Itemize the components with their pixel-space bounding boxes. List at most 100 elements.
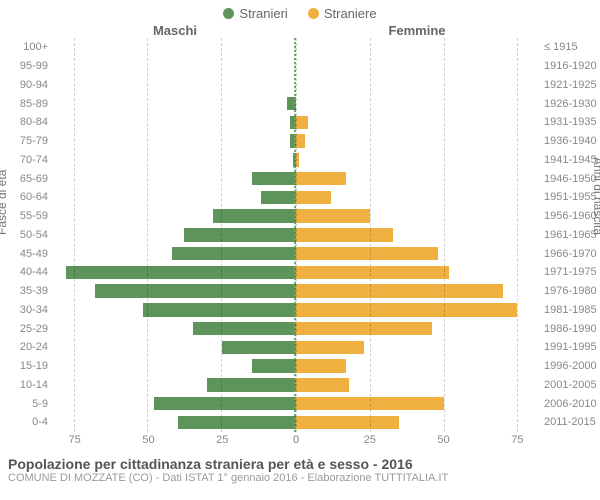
- bar-row: [296, 301, 538, 320]
- bar-row: [296, 57, 538, 76]
- x-tick: 75: [511, 434, 523, 446]
- bar-row: [296, 376, 538, 395]
- male-bar: [172, 247, 296, 261]
- male-bars: [54, 38, 296, 432]
- gridline: [74, 38, 75, 432]
- legend-swatch: [308, 8, 319, 19]
- y-left-tick: 5-9: [0, 394, 48, 413]
- female-bar: [296, 266, 449, 280]
- bar-row: [54, 169, 296, 188]
- y-left-tick: 80-84: [0, 113, 48, 132]
- bar-row: [54, 188, 296, 207]
- bar-row: [54, 282, 296, 301]
- y-left-tick: 25-29: [0, 319, 48, 338]
- female-bar: [296, 378, 349, 392]
- chart-subtitle: COMUNE DI MOZZATE (CO) - Dati ISTAT 1° g…: [8, 472, 592, 484]
- bar-row: [54, 394, 296, 413]
- female-bar: [296, 191, 331, 205]
- bar-row: [54, 301, 296, 320]
- gridline: [517, 38, 518, 432]
- y-right-tick: 1926-1930: [544, 94, 600, 113]
- legend-label: Straniere: [324, 6, 377, 21]
- bar-row: [296, 38, 538, 57]
- gridline: [147, 38, 148, 432]
- male-bar: [193, 322, 296, 336]
- gridline: [370, 38, 371, 432]
- bar-row: [296, 188, 538, 207]
- y-right-tick: 1966-1970: [544, 244, 600, 263]
- y-right-tick: 1916-1920: [544, 57, 600, 76]
- female-bar: [296, 341, 364, 355]
- x-tick: 0: [293, 434, 299, 446]
- bar-row: [54, 376, 296, 395]
- bar-row: [296, 413, 538, 432]
- plot-area: Fasce di età 100+95-9990-9485-8980-8475-…: [0, 38, 600, 432]
- y-right-tick: 2011-2015: [544, 413, 600, 432]
- bar-row: [54, 338, 296, 357]
- y-right-tick: 1981-1985: [544, 301, 600, 320]
- bar-row: [54, 76, 296, 95]
- bar-row: [54, 263, 296, 282]
- female-bar: [296, 416, 399, 430]
- chart-title: Popolazione per cittadinanza straniera p…: [8, 456, 592, 472]
- male-column-title: Maschi: [54, 23, 296, 38]
- population-pyramid-chart: Stranieri Straniere Maschi Femmine Fasce …: [0, 0, 600, 500]
- x-axis-left: 0255075: [54, 434, 296, 450]
- bar-row: [54, 94, 296, 113]
- y-axis-right-label: Anni di nascita: [591, 157, 600, 235]
- male-bar: [252, 359, 296, 373]
- y-right-tick: 1986-1990: [544, 319, 600, 338]
- bar-row: [296, 169, 538, 188]
- y-left-tick: 30-34: [0, 301, 48, 320]
- y-left-tick: 45-49: [0, 244, 48, 263]
- x-axis: 0 25 50 75 0 25 50 75: [0, 434, 600, 450]
- bar-row: [54, 151, 296, 170]
- female-bar: [296, 134, 305, 148]
- y-axis-right: ≤ 19151916-19201921-19251926-19301931-19…: [538, 38, 600, 432]
- legend-item: Stranieri: [223, 6, 287, 21]
- legend-swatch: [223, 8, 234, 19]
- male-bar: [261, 191, 296, 205]
- x-tick: 50: [437, 434, 449, 446]
- male-bar: [143, 303, 296, 317]
- bar-row: [296, 207, 538, 226]
- gridline: [221, 38, 222, 432]
- male-bar: [178, 416, 296, 430]
- bar-row: [54, 132, 296, 151]
- x-axis-right: 0 25 50 75: [296, 434, 538, 450]
- male-bar: [222, 341, 296, 355]
- y-right-tick: 1931-1935: [544, 113, 600, 132]
- y-left-tick: 0-4: [0, 413, 48, 432]
- y-left-tick: 10-14: [0, 376, 48, 395]
- bar-row: [296, 113, 538, 132]
- bar-row: [54, 319, 296, 338]
- y-right-tick: ≤ 1915: [544, 38, 600, 57]
- bars-area: [54, 38, 538, 432]
- female-bar: [296, 247, 438, 261]
- female-bar: [296, 116, 308, 130]
- y-right-tick: 2006-2010: [544, 394, 600, 413]
- bar-row: [296, 151, 538, 170]
- female-bar: [296, 172, 346, 186]
- bar-row: [54, 38, 296, 57]
- bar-row: [54, 207, 296, 226]
- bar-row: [296, 357, 538, 376]
- y-left-tick: 15-19: [0, 357, 48, 376]
- y-right-tick: 1921-1925: [544, 76, 600, 95]
- x-tick: 25: [364, 434, 376, 446]
- female-bar: [296, 303, 517, 317]
- female-bar: [296, 284, 503, 298]
- y-left-tick: 100+: [0, 38, 48, 57]
- y-right-tick: 1936-1940: [544, 132, 600, 151]
- female-bar: [296, 359, 346, 373]
- x-tick: 25: [216, 434, 228, 446]
- y-right-tick: 1971-1975: [544, 263, 600, 282]
- legend: Stranieri Straniere: [0, 0, 600, 23]
- bar-row: [54, 244, 296, 263]
- bar-row: [54, 413, 296, 432]
- gridline: [444, 38, 445, 432]
- bar-row: [54, 57, 296, 76]
- legend-label: Stranieri: [239, 6, 287, 21]
- x-tick: 50: [142, 434, 154, 446]
- column-titles: Maschi Femmine: [0, 23, 600, 38]
